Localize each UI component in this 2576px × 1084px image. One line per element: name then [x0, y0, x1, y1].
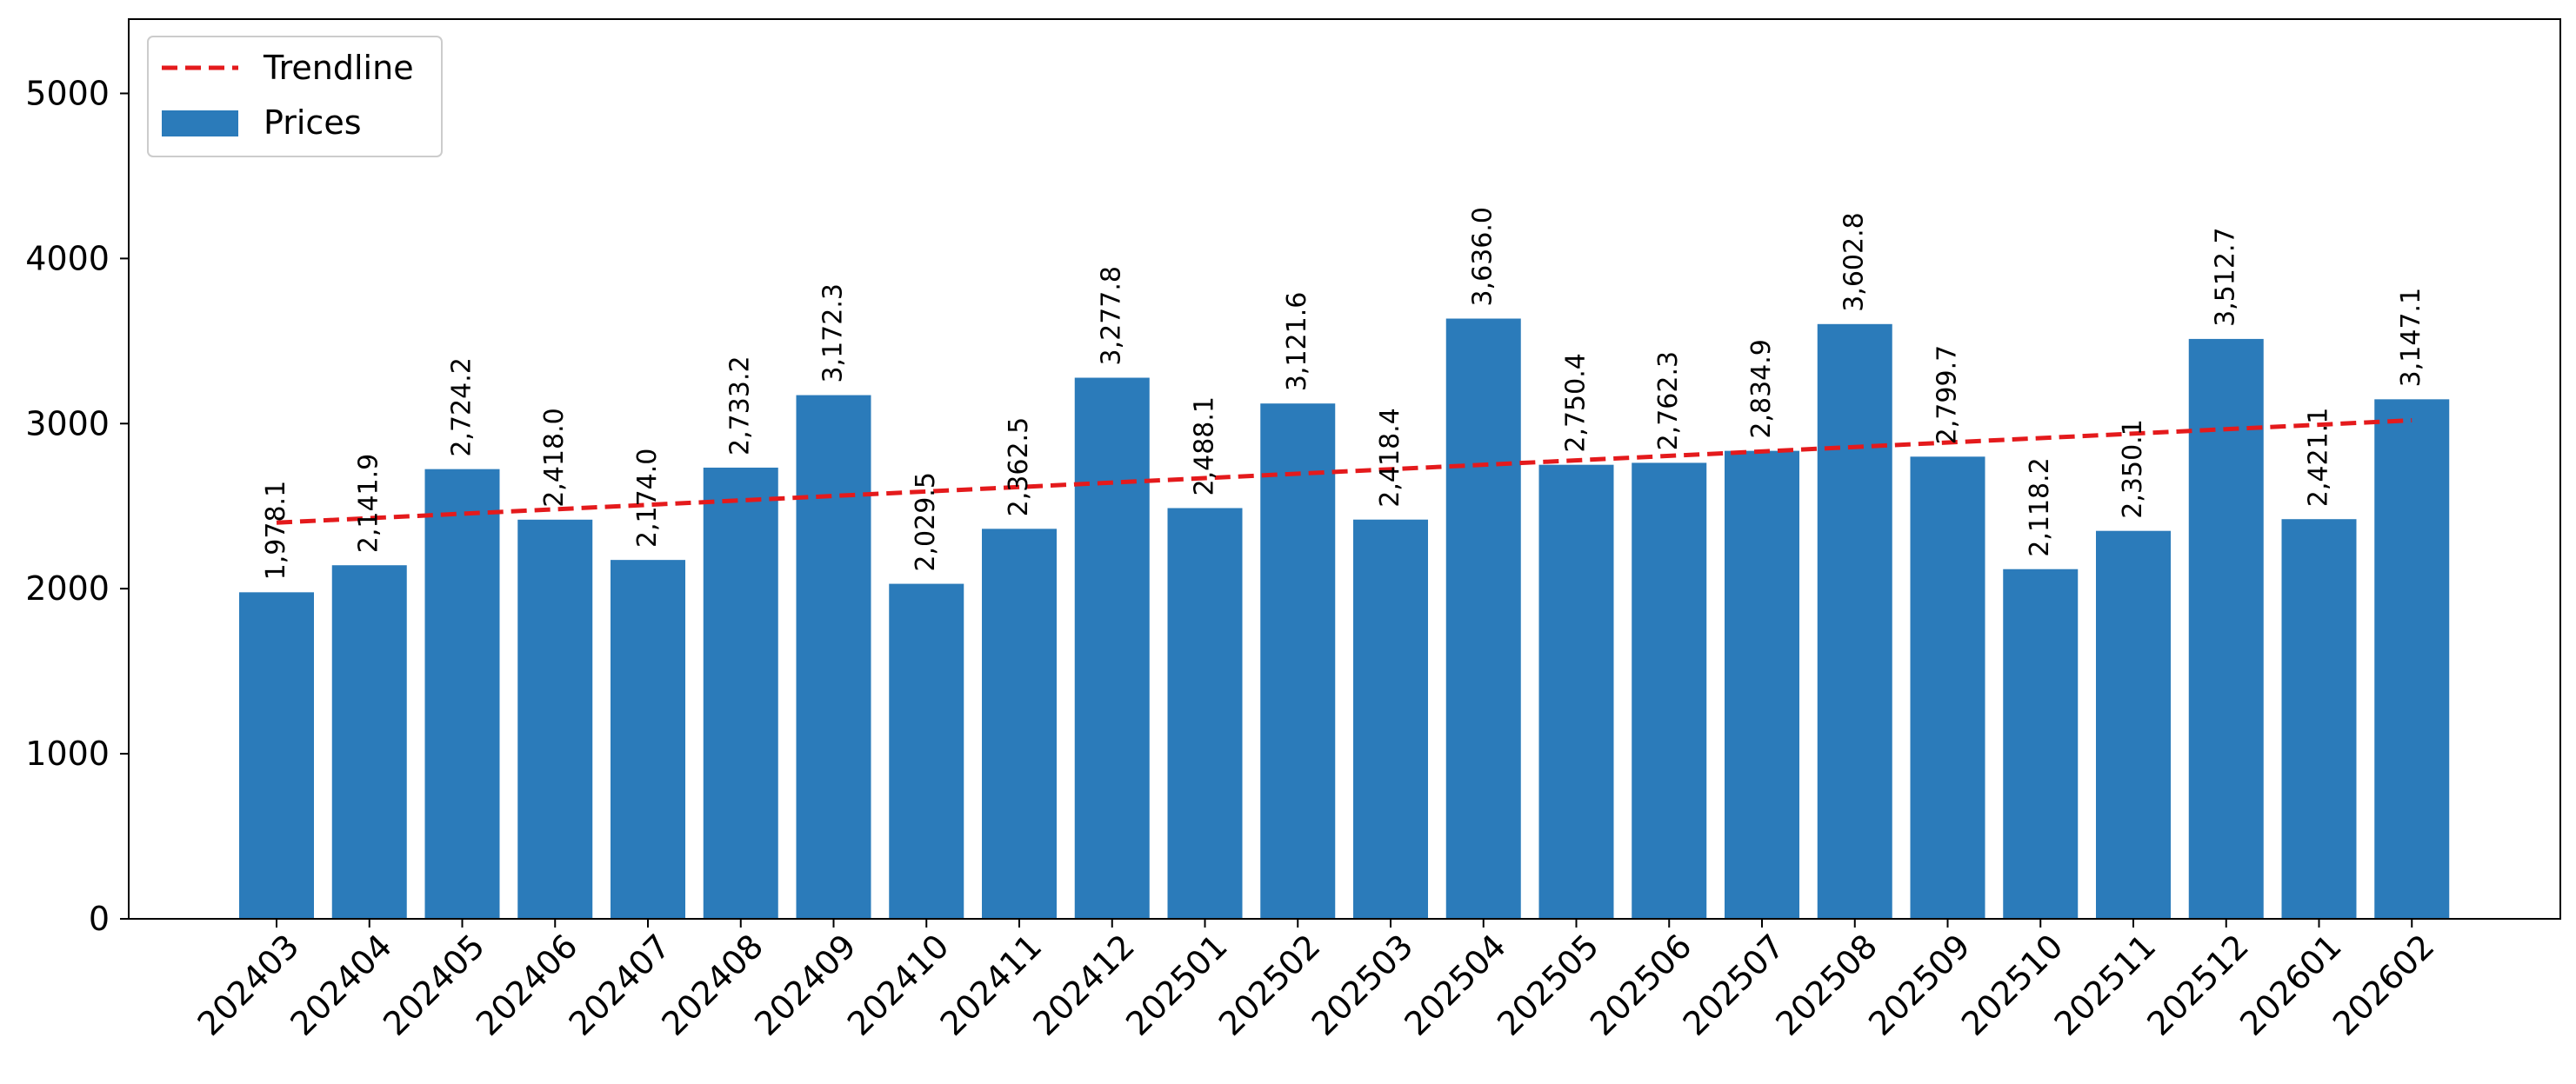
- x-tick-label: 202504: [1397, 927, 1513, 1043]
- x-tick-label: 202601: [2232, 927, 2349, 1043]
- bar-202506: [1632, 462, 1707, 919]
- x-tick-label: 202412: [1025, 927, 1142, 1043]
- y-tick-label: 2000: [25, 569, 110, 608]
- bar-202504: [1445, 318, 1521, 919]
- data-label: 3,602.8: [1839, 212, 1870, 312]
- bar-202511: [2096, 530, 2171, 919]
- bar-202512: [2188, 338, 2264, 919]
- data-labels-layer: 1,978.1 2,141.9 2,724.2 2,418.0 2,174.0 2,733…: [261, 207, 2426, 580]
- x-tick-label: 202506: [1583, 927, 1699, 1043]
- y-tick-label: 0: [89, 900, 110, 938]
- plot-frame: [128, 18, 2561, 920]
- data-label: 1,978.1: [261, 481, 291, 581]
- bar-202502: [1260, 403, 1336, 919]
- bar-202501: [1167, 508, 1243, 919]
- trendline: [276, 417, 2412, 525]
- x-tick-label: 202404: [283, 927, 399, 1043]
- data-label: 2,488.1: [1190, 396, 1220, 496]
- x-tick-label: 202508: [1768, 927, 1885, 1043]
- bar-202410: [889, 583, 964, 919]
- bar-202503: [1353, 519, 1428, 919]
- data-label: 2,799.7: [1932, 345, 1963, 445]
- bar-202508: [1817, 323, 1892, 919]
- data-label: 2,029.5: [911, 472, 941, 572]
- bar-202510: [2003, 569, 2079, 919]
- bar-202601: [2281, 519, 2357, 919]
- bar-202602: [2374, 399, 2450, 919]
- x-tick-label: 202408: [654, 927, 771, 1043]
- data-label: 3,121.6: [1282, 292, 1312, 392]
- bar-202406: [517, 519, 593, 919]
- x-tick-label: 202602: [2326, 927, 2442, 1043]
- y-tick-label: 1000: [25, 735, 110, 773]
- x-tick-label: 202512: [2139, 927, 2256, 1043]
- trendline-layer: [276, 417, 2412, 525]
- x-tick-label: 202405: [376, 927, 492, 1043]
- data-label: 2,418.4: [1375, 408, 1405, 508]
- x-tick-label: 202503: [1305, 927, 1421, 1043]
- x-tick-label: 202501: [1118, 927, 1235, 1043]
- bar-202407: [611, 560, 685, 919]
- data-label: 3,277.8: [1097, 266, 1127, 366]
- bar-202405: [424, 469, 500, 919]
- bar-202411: [982, 529, 1057, 919]
- y-tick-label: 3000: [25, 404, 110, 442]
- data-label: 2,834.9: [1746, 339, 1777, 439]
- data-label: 2,750.4: [1561, 353, 1592, 453]
- bars-layer: [239, 318, 2450, 920]
- x-tick-label: 202406: [469, 927, 585, 1043]
- x-tick-label: 202403: [190, 927, 307, 1043]
- data-label: 2,724.2: [447, 357, 477, 457]
- bar-202409: [796, 395, 871, 919]
- x-tick-label: 202507: [1676, 927, 1792, 1043]
- bar-202404: [331, 565, 407, 919]
- data-label: 2,174.0: [632, 449, 663, 549]
- data-label: 2,141.9: [354, 454, 384, 554]
- data-label: 2,421.1: [2304, 408, 2334, 508]
- x-tick-label: 202411: [933, 927, 1050, 1043]
- y-tick-label: 5000: [25, 74, 110, 112]
- data-label: 2,762.3: [1653, 351, 1684, 451]
- data-label: 3,512.7: [2211, 227, 2241, 327]
- bar-202509: [1910, 456, 1985, 919]
- x-tick-label: 202407: [562, 927, 678, 1043]
- legend-label: Prices: [264, 103, 362, 142]
- data-label: 3,636.0: [1468, 207, 1498, 307]
- legend-prices-swatch: [162, 110, 238, 136]
- data-label: 3,172.3: [818, 283, 849, 383]
- x-tick-label: 202510: [1954, 927, 2071, 1043]
- bar-202412: [1074, 377, 1150, 920]
- bar-202408: [703, 467, 778, 919]
- x-tick-label: 202505: [1490, 927, 1606, 1043]
- x-tick-label: 202509: [1861, 927, 1978, 1043]
- data-label: 2,733.2: [725, 356, 756, 456]
- x-tick-label: 202511: [2047, 927, 2164, 1043]
- y-tick-label: 4000: [25, 239, 110, 277]
- bar-202507: [1725, 450, 1799, 919]
- x-tick-label: 202410: [840, 927, 957, 1043]
- legend: Trendline Prices: [147, 36, 443, 157]
- data-label: 2,350.1: [2118, 419, 2148, 519]
- data-label: 2,362.5: [1004, 417, 1034, 517]
- x-tick-label: 202502: [1211, 927, 1328, 1043]
- bar-202505: [1538, 464, 1614, 919]
- data-label: 2,418.0: [539, 408, 570, 508]
- data-label: 2,118.2: [2025, 457, 2055, 557]
- data-label: 3,147.1: [2396, 288, 2426, 388]
- legend-label: Trendline: [263, 49, 414, 87]
- bar-202403: [239, 592, 314, 919]
- x-tick-label: 202409: [747, 927, 864, 1043]
